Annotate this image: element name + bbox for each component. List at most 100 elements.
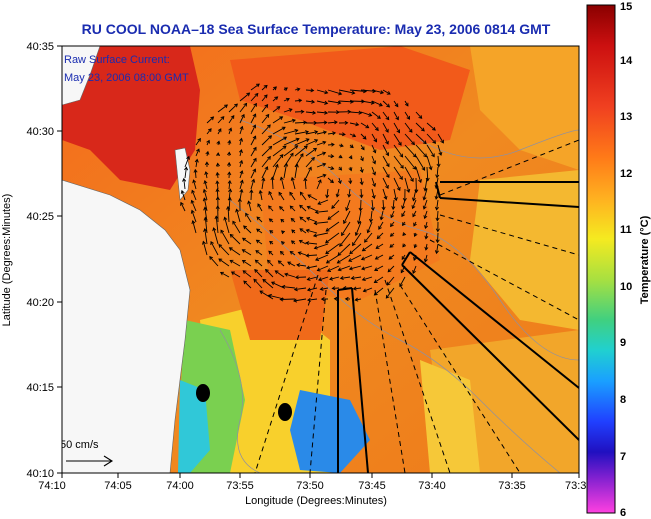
current-vector-head (319, 286, 324, 291)
current-vector-head (204, 161, 209, 166)
current-vector-head (412, 153, 417, 158)
figure-title: RU COOL NOAA–18 Sea Surface Temperature:… (82, 21, 551, 37)
current-vector-head (338, 166, 343, 171)
current-vector-head (394, 103, 399, 108)
current-vector (399, 276, 406, 287)
current-vector (360, 199, 362, 211)
current-vector-head (354, 297, 359, 302)
current-vector (229, 234, 241, 245)
current-vector (349, 89, 367, 92)
current-vector-head (202, 197, 207, 202)
current-vector (382, 188, 387, 200)
current-vector (296, 264, 307, 267)
current-vector (325, 243, 340, 254)
current-vector-head (317, 201, 322, 205)
y-tick-label: 40:35 (26, 41, 54, 53)
current-vector-head (336, 259, 341, 264)
current-vector (393, 144, 403, 158)
current-vector-head (362, 288, 367, 293)
current-vector (415, 111, 423, 119)
current-vector (316, 179, 322, 190)
current-vector (351, 276, 362, 279)
current-vector (392, 199, 395, 210)
current-vector (280, 177, 285, 190)
current-vector-head (209, 256, 213, 260)
current-vector (355, 221, 362, 236)
current-vector (202, 241, 208, 256)
current-vector-head (379, 216, 384, 221)
current-vector (217, 128, 222, 135)
current-vector-head (227, 161, 232, 166)
sector-line-dashed-8 (254, 274, 319, 473)
current-vector-head (215, 171, 220, 176)
current-vector (348, 188, 351, 197)
current-vector (259, 190, 263, 201)
current-vector (338, 133, 346, 135)
current-vector (423, 199, 428, 210)
orange-southwest (230, 270, 330, 340)
current-vector (371, 188, 375, 199)
current-vector (370, 210, 373, 222)
current-vector-head (352, 242, 356, 247)
current-vector-head (391, 206, 396, 211)
current-vector (355, 298, 362, 301)
current-vector (316, 111, 328, 114)
current-vector-head (385, 152, 390, 157)
current-vector-head (242, 270, 247, 274)
buoy-marker-2 (278, 403, 292, 421)
current-vector (364, 232, 373, 243)
current-vector-head (325, 250, 330, 255)
current-vector-head (204, 171, 209, 176)
current-vector-head (372, 183, 377, 188)
current-vector (205, 171, 208, 179)
current-vector-head (261, 177, 266, 182)
colorbar-tick: 7 (620, 451, 626, 463)
current-vector-head (344, 296, 349, 301)
current-vector (382, 177, 389, 189)
current-vector-head (241, 260, 246, 264)
current-vector (425, 243, 428, 250)
current-vector-head (289, 205, 294, 210)
colorbar-tick: 6 (620, 507, 626, 519)
current-vector (343, 210, 351, 224)
current-vector-head (371, 194, 376, 200)
current-vector-head (203, 228, 208, 232)
current-vector-head (184, 166, 189, 171)
sector-line-dashed-5 (384, 279, 451, 473)
current-vector-head (227, 171, 232, 176)
current-vector-head (408, 128, 413, 133)
current-vector-head (325, 239, 329, 244)
current-vector-head (399, 153, 404, 158)
current-vector-head (267, 293, 272, 298)
current-vector (415, 133, 427, 144)
current-vector-head (322, 173, 327, 178)
current-vector-head (224, 104, 228, 109)
current-vector (404, 133, 415, 145)
current-vector (367, 221, 373, 233)
current-vector-head (385, 294, 390, 299)
current-vector (360, 166, 363, 173)
current-vector (299, 240, 307, 245)
current-vector-head (424, 225, 429, 230)
current-vector-head (254, 92, 259, 97)
current-vector (424, 254, 428, 262)
current-vector-head (354, 232, 359, 237)
current-vector-head (190, 199, 195, 204)
current-vector-head (402, 243, 407, 248)
current-vector-head (373, 138, 378, 143)
current-vector (206, 128, 212, 135)
current-vector-head (393, 197, 398, 202)
contour-3 (419, 129, 579, 159)
current-vector (306, 265, 318, 269)
current-vector-head (306, 287, 311, 292)
current-vector (248, 201, 252, 212)
current-vector-head (385, 163, 390, 168)
current-vector (426, 166, 429, 181)
current-vector-head (215, 205, 220, 210)
current-vector (242, 260, 252, 267)
current-vector (363, 287, 373, 292)
current-vector-head (290, 176, 295, 181)
current-vector (424, 210, 428, 219)
current-vector (307, 287, 318, 291)
current-vector-head (317, 179, 322, 184)
